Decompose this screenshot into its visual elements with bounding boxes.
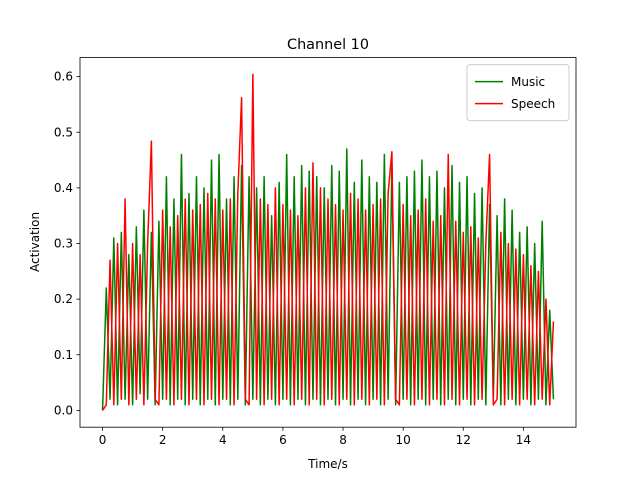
y-tick-label: 0.3 bbox=[54, 237, 73, 251]
x-tick-label: 4 bbox=[219, 433, 227, 447]
x-axis-label: Time/s bbox=[307, 457, 348, 471]
data-line bbox=[101, 73, 555, 411]
plot-frame bbox=[79, 57, 577, 428]
y-tick-label: 0.5 bbox=[54, 125, 73, 139]
x-tick-label: 8 bbox=[339, 433, 347, 447]
x-tick-label: 14 bbox=[516, 433, 531, 447]
y-tick-label: 0.2 bbox=[54, 292, 73, 306]
x-tick-label: 12 bbox=[456, 433, 471, 447]
y-axis-label: Activation bbox=[28, 212, 42, 272]
x-tick-label: 0 bbox=[99, 433, 107, 447]
x-tick-label: 10 bbox=[396, 433, 411, 447]
data-line bbox=[101, 148, 555, 411]
legend-box bbox=[466, 64, 570, 122]
y-tick-label: 0.0 bbox=[54, 403, 73, 417]
y-tick-label: 0.1 bbox=[54, 348, 73, 362]
legend-label: Music bbox=[511, 75, 545, 89]
x-tick-label: 6 bbox=[279, 433, 287, 447]
chart-title: Channel 10 bbox=[287, 37, 369, 53]
x-tick-label: 2 bbox=[159, 433, 167, 447]
y-tick-label: 0.6 bbox=[54, 70, 73, 84]
y-tick-label: 0.4 bbox=[54, 181, 73, 195]
legend-label: Speech bbox=[511, 97, 555, 111]
